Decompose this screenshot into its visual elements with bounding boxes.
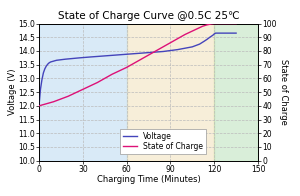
Y-axis label: Voltage (V): Voltage (V) (8, 69, 16, 115)
X-axis label: Charging Time (Minutes): Charging Time (Minutes) (97, 175, 200, 184)
Bar (39, 24, 127, 161)
Legend: Voltage, State of Charge: Voltage, State of Charge (120, 129, 206, 154)
Y-axis label: State of Charge: State of Charge (279, 59, 288, 125)
Bar (127, 24, 214, 161)
Title: State of Charge Curve @0.5C 25℃: State of Charge Curve @0.5C 25℃ (58, 11, 239, 21)
Bar (214, 24, 258, 161)
